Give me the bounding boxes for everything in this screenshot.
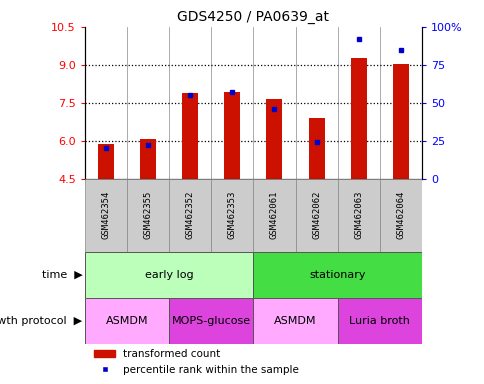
Text: MOPS-glucose: MOPS-glucose [171,316,250,326]
Text: GSM462355: GSM462355 [143,191,152,239]
Text: GSM462354: GSM462354 [101,191,110,239]
Bar [211,179,253,252]
Text: GSM462352: GSM462352 [185,191,194,239]
Bar [224,92,240,179]
Text: ASMDM: ASMDM [106,316,148,326]
Bar [127,179,169,252]
Bar [337,298,421,344]
Bar [295,179,337,252]
Bar [169,298,253,344]
Bar [253,179,295,252]
Bar [266,99,282,179]
Bar [85,252,253,298]
Bar [98,144,114,179]
Text: growth protocol  ▶: growth protocol ▶ [0,316,82,326]
Bar [253,252,421,298]
Bar [392,63,408,179]
Text: stationary: stationary [309,270,365,280]
Bar [85,298,169,344]
Text: GSM462062: GSM462062 [312,191,320,239]
Legend: transformed count, percentile rank within the sample: transformed count, percentile rank withi… [90,345,303,379]
Text: early log: early log [145,270,193,280]
Bar [379,179,421,252]
Bar [253,298,337,344]
Text: GSM462063: GSM462063 [353,191,363,239]
Bar [85,179,127,252]
Text: GSM462064: GSM462064 [395,191,405,239]
Text: Luria broth: Luria broth [348,316,409,326]
Bar [140,139,156,179]
Text: time  ▶: time ▶ [42,270,82,280]
Bar [182,93,198,179]
Bar [350,58,366,179]
Text: GSM462353: GSM462353 [227,191,236,239]
Bar [169,179,211,252]
Text: ASMDM: ASMDM [274,316,316,326]
Title: GDS4250 / PA0639_at: GDS4250 / PA0639_at [177,10,329,25]
Bar [308,118,324,179]
Text: GSM462061: GSM462061 [270,191,278,239]
Bar [337,179,379,252]
